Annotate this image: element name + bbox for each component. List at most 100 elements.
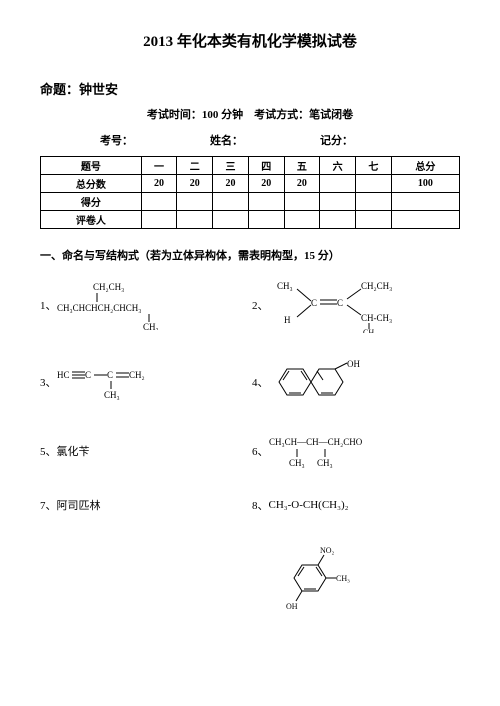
th: 二 <box>177 157 213 175</box>
section-heading: 一、命名与写结构式（若为立体异构体，需表明构型，15 分） <box>40 247 460 263</box>
structure-icon: NO₂ CH₃ OH <box>270 543 350 613</box>
td <box>356 175 392 193</box>
svg-text:CH-CH₃: CH-CH₃ <box>361 313 392 323</box>
svg-text:CH₃CH—CH—CH₂CHO: CH₃CH—CH—CH₂CHO <box>269 437 363 447</box>
td <box>320 193 356 211</box>
td <box>284 193 320 211</box>
exam-no-label: 考号： <box>100 132 210 148</box>
td <box>320 211 356 229</box>
th: 五 <box>284 157 320 175</box>
td: 20 <box>248 175 284 193</box>
td <box>320 175 356 193</box>
structure-icon: CH₃ H C C CH₂CH₃ CH-CH₃ CH₃ <box>269 277 419 333</box>
table-row: 得分 <box>41 193 460 211</box>
th: 四 <box>248 157 284 175</box>
th: 题号 <box>41 157 142 175</box>
td <box>248 211 284 229</box>
th: 总分 <box>391 157 459 175</box>
svg-text:OH: OH <box>286 602 298 611</box>
td <box>391 193 459 211</box>
question-7: 7、 阿司匹林 <box>40 497 248 513</box>
td-label: 得分 <box>41 193 142 211</box>
svg-text:CH₃: CH₃ <box>289 458 305 468</box>
score-table: 题号 一 二 三 四 五 六 七 总分 总分数 20 20 20 20 20 1… <box>40 156 460 229</box>
q-num: 5、 <box>40 443 57 459</box>
question-2: 2、 CH₃ H C C CH₂CH₃ CH-CH₃ CH₃ <box>252 277 460 333</box>
td: 20 <box>177 175 213 193</box>
td-label: 评卷人 <box>41 211 142 229</box>
svg-text:CH₂CH₃: CH₂CH₃ <box>93 282 124 292</box>
svg-text:HC: HC <box>57 370 70 380</box>
q-num: 1、 <box>40 297 57 313</box>
id-line: 考号： 姓名： 记分： <box>40 132 460 156</box>
q-num: 3、 <box>40 374 57 390</box>
question-4: 4、 OH <box>252 359 460 405</box>
svg-text:C: C <box>85 370 91 380</box>
td: 20 <box>284 175 320 193</box>
q-num: 4、 <box>252 374 269 390</box>
svg-text:CH₂: CH₂ <box>129 370 145 380</box>
th: 三 <box>213 157 249 175</box>
page-title: 2013 年化本类有机化学模拟试卷 <box>40 30 460 51</box>
structure-icon: HC C C CH₂ CH₃ <box>57 362 177 402</box>
td <box>248 193 284 211</box>
td-label: 总分数 <box>41 175 142 193</box>
table-row: 总分数 20 20 20 20 20 100 <box>41 175 460 193</box>
td <box>141 211 177 229</box>
td: 100 <box>391 175 459 193</box>
svg-text:C: C <box>311 298 317 308</box>
svg-text:OH: OH <box>347 359 360 369</box>
q-text: 阿司匹林 <box>57 497 101 513</box>
name-label: 姓名： <box>210 132 320 148</box>
td <box>141 193 177 211</box>
th: 七 <box>356 157 392 175</box>
exam-info: 考试时间：100 分钟 考试方式：笔试闭卷 <box>40 106 460 122</box>
svg-text:CH₃: CH₃ <box>317 458 333 468</box>
th: 六 <box>320 157 356 175</box>
svg-text:CH₃: CH₃ <box>104 390 120 400</box>
examiner-line: 命题：钟世安 <box>40 79 460 98</box>
examiner-name: 钟世安 <box>79 82 118 97</box>
td <box>177 193 213 211</box>
td <box>213 193 249 211</box>
score-label: 记分： <box>320 132 430 148</box>
th: 一 <box>141 157 177 175</box>
structure-icon: CH₂CH₃ CH₃CHCHCH₂CHCH₃ CH₃ <box>57 280 197 330</box>
question-6: 6、 CH₃CH—CH—CH₂CHO CH₃ CH₃ <box>252 431 460 471</box>
svg-text:CH₃: CH₃ <box>277 281 293 291</box>
td <box>177 211 213 229</box>
examiner-label: 命题： <box>40 82 79 97</box>
svg-text:CH₃: CH₃ <box>363 328 377 333</box>
td <box>284 211 320 229</box>
question-1: 1、 CH₂CH₃ CH₃CHCHCH₂CHCH₃ CH₃ <box>40 277 248 333</box>
question-8: 8、 CH₃-O-CH(CH₃)₂ <box>252 497 460 513</box>
q-text: 氯化苄 <box>57 443 90 459</box>
q-num: 7、 <box>40 497 57 513</box>
question-3: 3、 HC C C CH₂ CH₃ <box>40 359 248 405</box>
question-grid: 1、 CH₂CH₃ CH₃CHCHCH₂CHCH₃ CH₃ 2、 CH₃ H C… <box>40 277 460 513</box>
svg-text:CH₃CHCHCH₂CHCH₃: CH₃CHCHCH₂CHCH₃ <box>57 303 141 313</box>
bottom-structure: NO₂ CH₃ OH <box>40 543 460 613</box>
q-num: 8、 <box>252 497 269 513</box>
td <box>213 211 249 229</box>
td: 20 <box>213 175 249 193</box>
q-num: 2、 <box>252 297 269 313</box>
svg-text:C: C <box>337 298 343 308</box>
question-5: 5、 氯化苄 <box>40 431 248 471</box>
svg-text:CH₃: CH₃ <box>143 322 159 330</box>
td: 20 <box>141 175 177 193</box>
table-row: 评卷人 <box>41 211 460 229</box>
svg-text:CH₂CH₃: CH₂CH₃ <box>361 281 392 291</box>
structure-icon: CH₃CH—CH—CH₂CHO CH₃ CH₃ <box>269 431 419 471</box>
svg-text:H: H <box>284 315 291 325</box>
structure-icon: OH <box>269 359 369 405</box>
svg-text:C: C <box>107 370 113 380</box>
q-num: 6、 <box>252 443 269 459</box>
svg-text:NO₂: NO₂ <box>320 546 335 555</box>
svg-text:CH₃: CH₃ <box>336 574 350 583</box>
td <box>356 211 392 229</box>
td <box>356 193 392 211</box>
table-row: 题号 一 二 三 四 五 六 七 总分 <box>41 157 460 175</box>
td <box>391 211 459 229</box>
q-text: CH₃-O-CH(CH₃)₂ <box>269 499 349 511</box>
